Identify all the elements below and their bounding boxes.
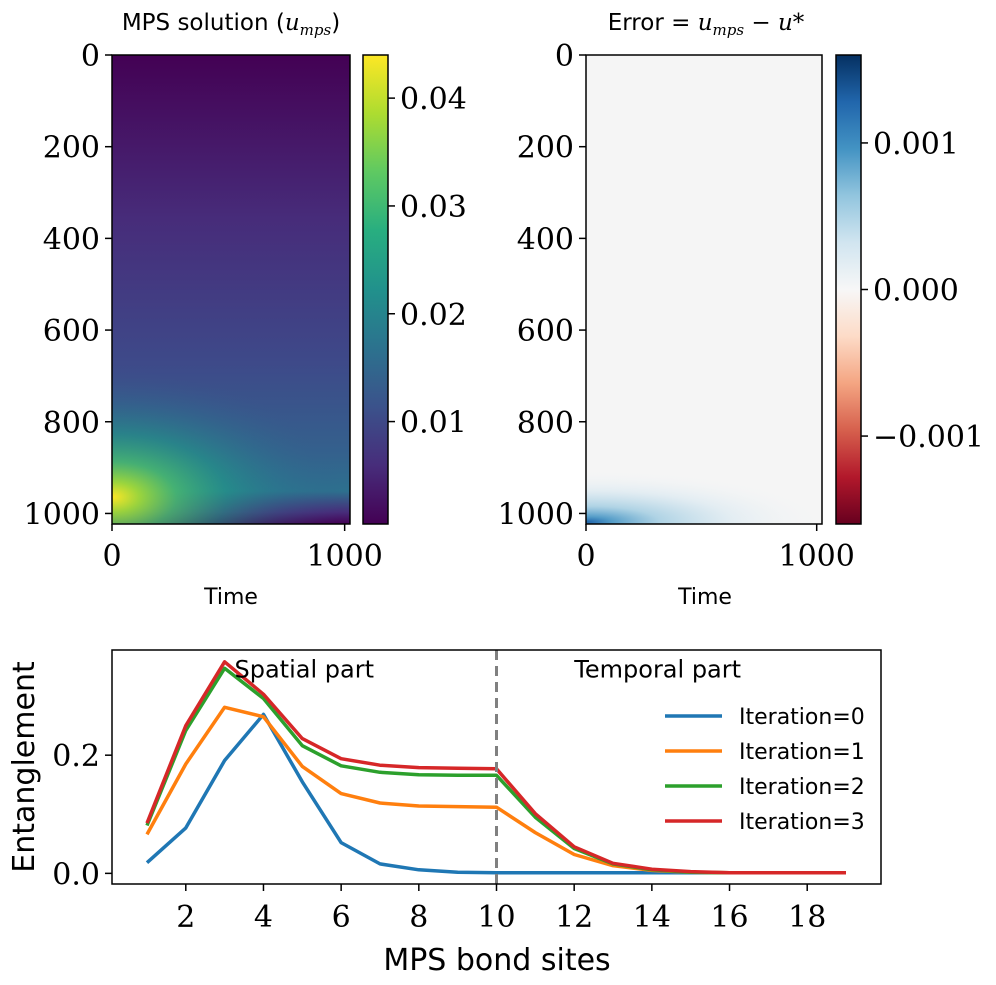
mps-solution-colorbar xyxy=(363,55,388,524)
error-title: Error = umps − u* xyxy=(608,10,805,39)
x-tick-label: 14 xyxy=(633,900,671,935)
x-tick-label: 6 xyxy=(332,900,351,935)
legend-label-3: Iteration=3 xyxy=(739,810,865,835)
y-tick-label: 200 xyxy=(517,131,574,166)
x-tick-label: 16 xyxy=(710,900,748,935)
entanglement-ylabel: Entanglement xyxy=(7,661,42,873)
entanglement-xlabel: MPS bond sites xyxy=(383,943,610,978)
x-tick-label: 10 xyxy=(477,900,515,935)
x-tick-label: 8 xyxy=(409,900,428,935)
legend: Iteration=0 Iteration=1 Iteration=2 Iterati… xyxy=(665,705,865,835)
x-tick-label: 0 xyxy=(102,539,121,574)
annotation-1: Temporal part xyxy=(573,656,741,684)
colorbar-tick-label: 0.001 xyxy=(873,127,959,162)
y-tick-label: 600 xyxy=(517,314,574,349)
colorbar-tick-label: 0.03 xyxy=(400,190,467,225)
error-y-axis: 0 200 400 600 800 1000 xyxy=(498,39,586,532)
colorbar-tick-label: −0.001 xyxy=(873,420,984,455)
legend-label-0: Iteration=0 xyxy=(739,705,865,730)
y-tick-label: 600 xyxy=(43,314,100,349)
y-tick-label: 0.0 xyxy=(52,857,100,892)
mps-solution-xlabel: Time xyxy=(203,585,258,610)
error-x-axis: 0 1000 xyxy=(576,524,855,574)
y-tick-label: 200 xyxy=(43,131,100,166)
y-tick-label: 0.2 xyxy=(52,739,100,774)
y-tick-label: 1000 xyxy=(498,497,574,532)
error-colorbar xyxy=(836,55,861,524)
x-tick-label: 18 xyxy=(788,900,826,935)
y-tick-label: 800 xyxy=(517,406,574,441)
x-tick-label: 4 xyxy=(254,900,273,935)
y-tick-label: 400 xyxy=(43,222,100,257)
mps-solution-colorbar-ticks: 0.01 0.02 0.03 0.04 xyxy=(388,82,467,441)
mps-solution-frame xyxy=(111,54,351,525)
mps-solution-x-axis: 0 1000 xyxy=(102,524,383,574)
mps-solution-y-axis: 0 200 400 600 800 1000 xyxy=(24,39,112,532)
colorbar-tick-label: 0.01 xyxy=(400,406,467,441)
y-tick-label: 1000 xyxy=(24,497,100,532)
y-tick-label: 0 xyxy=(81,39,100,74)
legend-label-2: Iteration=2 xyxy=(739,775,865,800)
colorbar-tick-label: 0.02 xyxy=(400,298,467,333)
annotation-0: Spatial part xyxy=(235,656,374,684)
error-image xyxy=(586,55,822,524)
legend-label-1: Iteration=1 xyxy=(739,740,865,765)
y-tick-label: 0 xyxy=(555,39,574,74)
x-tick-label: 0 xyxy=(576,539,595,574)
y-tick-label: 400 xyxy=(517,222,574,257)
entanglement-y-axis: 0.0 0.2 xyxy=(52,739,112,892)
x-tick-label: 1000 xyxy=(779,539,855,574)
error-colorbar-ticks: 0.001 0.000 −0.001 xyxy=(861,127,984,455)
mps-solution-title: MPS solution (umps) xyxy=(122,10,340,39)
colorbar-tick-label: 0.04 xyxy=(400,82,467,117)
x-tick-label: 1000 xyxy=(306,539,382,574)
mps-solution-image xyxy=(112,55,350,524)
colorbar-tick-label: 0.000 xyxy=(873,274,959,309)
entanglement-annotations: Spatial part Temporal part xyxy=(235,656,742,684)
x-tick-label: 2 xyxy=(176,900,195,935)
x-tick-label: 12 xyxy=(555,900,593,935)
y-tick-label: 800 xyxy=(43,406,100,441)
error-xlabel: Time xyxy=(677,585,732,610)
entanglement-panel: Spatial part Temporal part Iteration=0Ite… xyxy=(7,649,882,978)
error-frame xyxy=(585,54,823,525)
entanglement-x-axis: 2 4 6 8 10 12 14 16 18 xyxy=(176,884,826,935)
